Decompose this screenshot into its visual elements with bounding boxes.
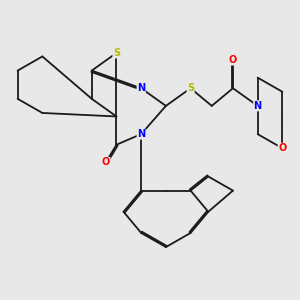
Text: S: S (187, 83, 194, 93)
Text: O: O (229, 55, 237, 65)
Text: S: S (113, 48, 120, 58)
Text: N: N (137, 83, 145, 93)
Text: O: O (278, 143, 286, 153)
Text: O: O (102, 158, 110, 167)
Text: N: N (254, 101, 262, 111)
Text: N: N (137, 129, 145, 139)
